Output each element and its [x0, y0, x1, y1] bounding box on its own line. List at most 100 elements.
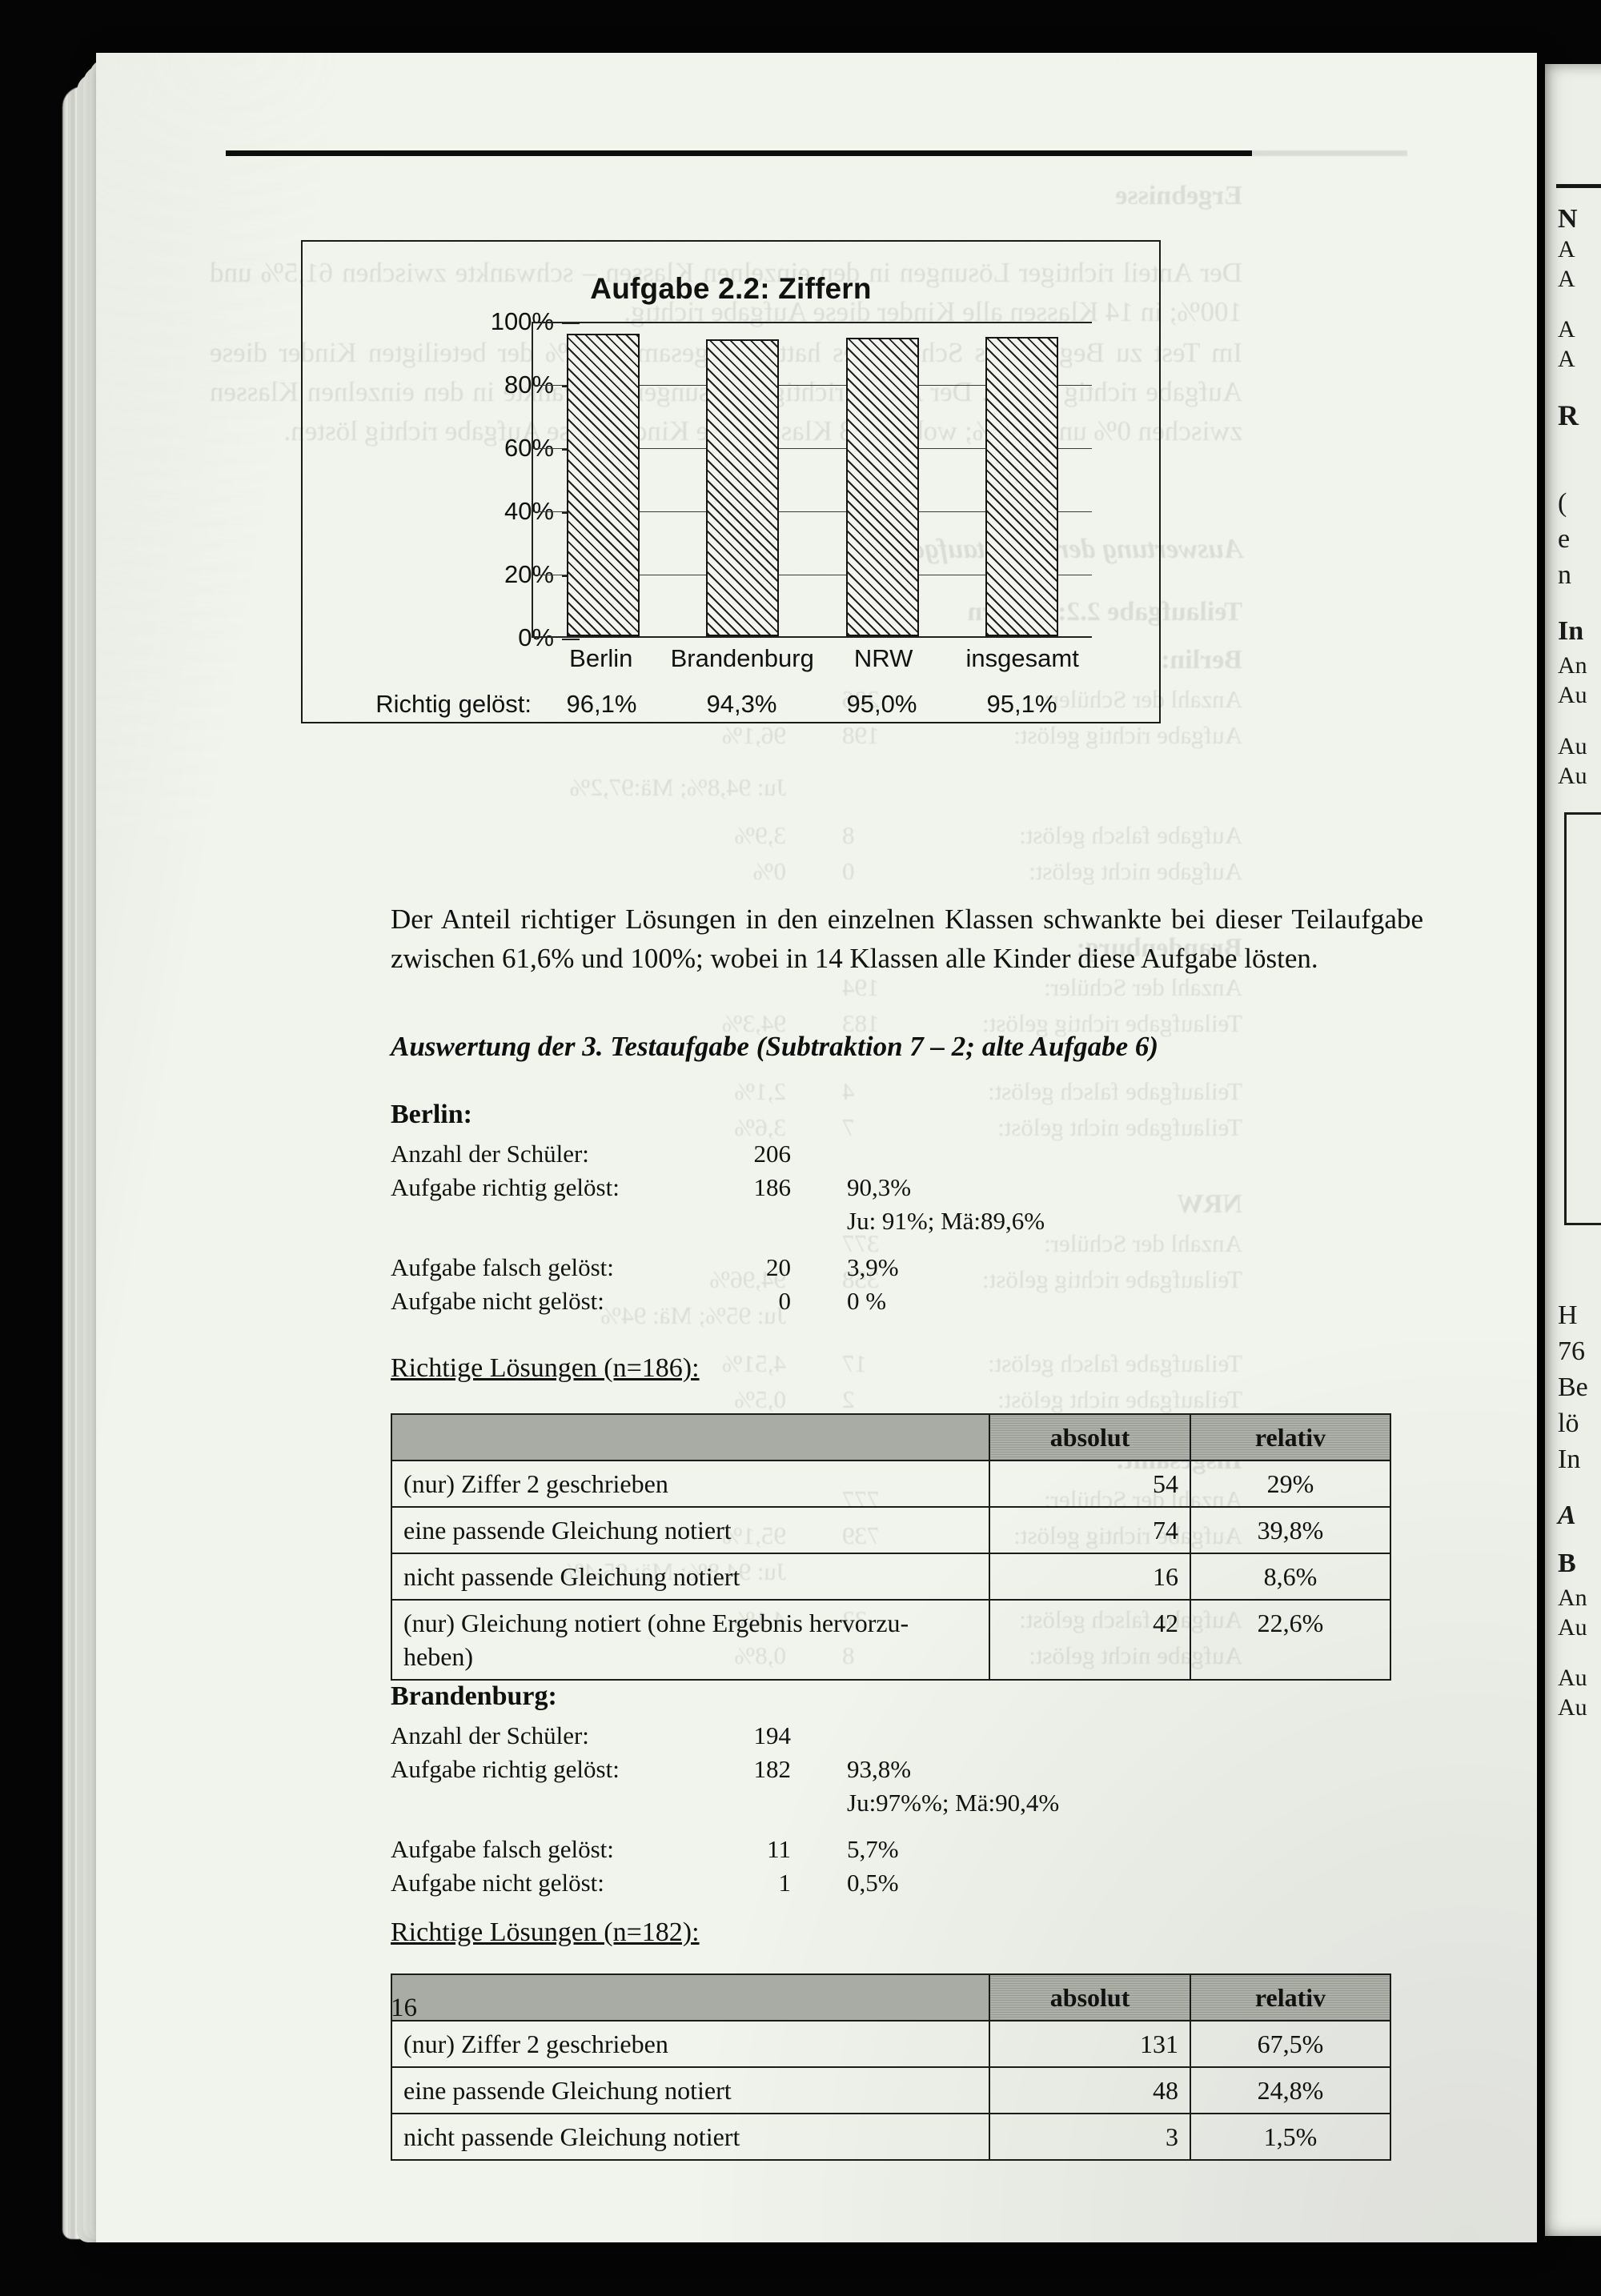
berlin-table-header-row: absolut relativ: [390, 1413, 1392, 1461]
berlin-stat-relativ-3: 3,9%: [847, 1253, 899, 1281]
facing-line-0: N: [1558, 204, 1578, 234]
brandenburg-stat-relativ-4: 0,5%: [847, 1869, 899, 1897]
berlin-row-2-absolut: 16: [989, 1553, 1191, 1601]
bar-brandenburg: [706, 339, 780, 636]
gridline-60: [533, 448, 1092, 449]
berlin-stat-label-3: Aufgabe falsch gelöst:: [391, 1253, 614, 1281]
chart-bars: [533, 322, 1092, 636]
berlin-row-1-label: eine passende Gleichung notiert: [390, 1506, 991, 1554]
table-row: nicht passende Gleichung notiert 16 8,6%: [390, 1553, 1392, 1601]
gridline-40: [533, 511, 1092, 512]
y-tick-20: 20%: [504, 560, 580, 589]
brandenburg-th-relativ: relativ: [1189, 1973, 1392, 2022]
berlin-row-3-label: (nur) Gleichung notiert (ohne Ergebnis h…: [390, 1599, 991, 1681]
brandenburg-stat-absolut-0: 194: [753, 1721, 792, 1749]
brandenburg-stat-absolut-3: 11: [767, 1835, 791, 1863]
facing-line-4: A: [1558, 346, 1575, 372]
brandenburg-row-2-label: nicht passende Gleichung notiert: [390, 2113, 991, 2161]
brandenburg-stat-row-4: Aufgabe nicht gelöst: 1 0,5%: [391, 1869, 1351, 1901]
section-heading: Auswertung der 3. Testaufgabe (Subtrakti…: [391, 1031, 1159, 1062]
berlin-row-1-relativ: 39,8%: [1189, 1506, 1392, 1554]
facing-line-3: A: [1558, 316, 1575, 343]
berlin-row-2-relativ: 8,6%: [1189, 1553, 1392, 1601]
page-content: Aufgabe 2.2: Ziffern 100% 80% 60% 40% 20…: [96, 53, 1537, 2242]
value-insgesamt: 95,1%: [986, 690, 1057, 718]
facing-box: [1564, 812, 1601, 1225]
berlin-th-relativ: relativ: [1189, 1413, 1392, 1461]
brandenburg-stat-relativ-2: Ju:97%%; Mä:90,4%: [847, 1789, 1060, 1817]
facing-line-17: lö: [1558, 1408, 1579, 1438]
facing-line-5: R: [1558, 399, 1579, 431]
facing-line-21: An: [1558, 1585, 1587, 1611]
document-page: Ergebnisse Der Anteil richtiger Lösungen…: [96, 53, 1537, 2242]
facing-line-2: A: [1558, 266, 1575, 292]
facing-line-13: Au: [1558, 763, 1587, 789]
berlin-stat-absolut-1: 186: [753, 1173, 792, 1201]
x-label-brandenburg: Brandenburg: [670, 644, 814, 672]
berlin-row-0-relativ: 29%: [1189, 1460, 1392, 1508]
berlin-row-0-label: (nur) Ziffer 2 geschrieben: [390, 1460, 991, 1508]
brandenburg-stat-row-2: Ju:97%%; Mä:90,4%: [391, 1789, 1351, 1821]
brandenburg-stat-label-0: Anzahl der Schüler:: [391, 1721, 589, 1749]
berlin-stat-absolut-0: 206: [753, 1140, 792, 1168]
facing-line-11: Au: [1558, 682, 1587, 708]
facing-line-23: Au: [1558, 1665, 1587, 1691]
table-row: eine passende Gleichung notiert 74 39,8%: [390, 1506, 1392, 1554]
gridline-80: [533, 385, 1092, 386]
facing-line-16: Be: [1558, 1372, 1588, 1402]
bar-cell-brandenburg: [673, 322, 813, 636]
table-row: (nur) Ziffer 2 geschrieben 54 29%: [390, 1460, 1392, 1508]
value-brandenburg: 94,3%: [706, 690, 777, 718]
brandenburg-table-caption: Richtige Lösungen (n=182):: [391, 1917, 700, 1947]
facing-line-15: 76: [1558, 1336, 1585, 1366]
brandenburg-th-absolut: absolut: [989, 1973, 1191, 2022]
berlin-row-1-absolut: 74: [989, 1506, 1191, 1554]
facing-page-rule: [1556, 184, 1601, 188]
facing-line-14: H: [1558, 1300, 1578, 1330]
brandenburg-row-1-label: eine passende Gleichung notiert: [390, 2066, 991, 2114]
bar-cell-insgesamt: [953, 322, 1093, 636]
berlin-row-3-relativ: 22,6%: [1189, 1599, 1392, 1681]
brandenburg-stat-label-1: Aufgabe richtig gelöst:: [391, 1755, 620, 1783]
berlin-heading: Berlin:: [391, 1100, 472, 1129]
brandenburg-stat-absolut-1: 182: [753, 1755, 792, 1783]
facing-line-24: Au: [1558, 1694, 1587, 1721]
plot-top-border: [533, 322, 1092, 323]
facing-page: N A A A A R ( e n In An Au Au Au H 76 Be…: [1545, 64, 1601, 2236]
berlin-stat-relativ-1: 90,3%: [847, 1173, 912, 1201]
berlin-th-blank: [390, 1413, 991, 1461]
berlin-row-3-absolut: 42: [989, 1599, 1191, 1681]
berlin-stat-label-1: Aufgabe richtig gelöst:: [391, 1173, 620, 1201]
berlin-stat-row-2: Ju: 91%; Mä:89,6%: [391, 1207, 1351, 1239]
brandenburg-table-header-row: absolut relativ: [390, 1973, 1392, 2022]
brandenburg-row-0-label: (nur) Ziffer 2 geschrieben: [390, 2020, 991, 2068]
chart-value-row-label: Richtig gelöst:: [375, 690, 532, 718]
facing-line-18: In: [1558, 1445, 1581, 1474]
brandenburg-row-2-absolut: 3: [989, 2113, 1191, 2161]
berlin-table: absolut relativ (nur) Ziffer 2 geschrieb…: [390, 1413, 1392, 1681]
bar-nrw: [845, 337, 919, 636]
table-row: eine passende Gleichung notiert 48 24,8%: [390, 2066, 1392, 2114]
facing-line-1: A: [1558, 236, 1575, 262]
facing-line-22: Au: [1558, 1614, 1587, 1641]
brandenburg-row-0-absolut: 131: [989, 2020, 1191, 2068]
facing-line-6: (: [1558, 488, 1567, 518]
bar-insgesamt: [985, 337, 1059, 636]
berlin-row-2-label: nicht passende Gleichung notiert: [390, 1553, 991, 1601]
bar-berlin: [566, 334, 640, 636]
brandenburg-heading: Brandenburg:: [391, 1681, 557, 1711]
brandenburg-table: absolut relativ (nur) Ziffer 2 geschrieb…: [390, 1973, 1392, 2161]
x-label-insgesamt: insgesamt: [965, 644, 1079, 672]
chart-plot-area: [532, 322, 1092, 638]
berlin-stat-relativ-2: Ju: 91%; Mä:89,6%: [847, 1207, 1045, 1235]
berlin-table-caption: Richtige Lösungen (n=186):: [391, 1353, 700, 1383]
brandenburg-stat-row-3: Aufgabe falsch gelöst: 11 5,7%: [391, 1835, 1351, 1867]
y-tick-40: 40%: [504, 497, 580, 526]
berlin-stat-absolut-4: 0: [778, 1287, 792, 1315]
header-rule: [226, 150, 1252, 156]
chart-figure: Aufgabe 2.2: Ziffern 100% 80% 60% 40% 20…: [301, 240, 1161, 723]
facing-line-10: An: [1558, 652, 1587, 679]
facing-line-20: B: [1558, 1549, 1576, 1578]
facing-line-7: e: [1558, 524, 1571, 554]
facing-line-8: n: [1558, 560, 1571, 590]
